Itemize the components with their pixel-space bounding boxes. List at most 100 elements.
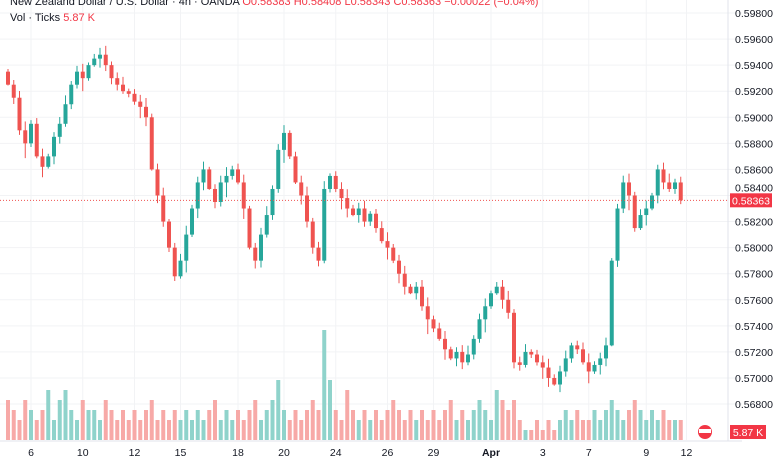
candle-body: [103, 54, 108, 66]
volume-bar: [431, 410, 436, 440]
volume-bar: [259, 420, 263, 440]
volume-bar: [667, 420, 672, 440]
candle-body: [540, 362, 545, 368]
volume-bar: [638, 410, 643, 440]
candle-body: [437, 328, 442, 339]
y-tick-label: 0.57200: [735, 347, 773, 359]
candle-body: [339, 188, 344, 199]
volume-bar: [466, 420, 470, 440]
volume-bar: [328, 380, 332, 440]
candle-body: [420, 286, 424, 307]
volume-bar: [213, 400, 217, 440]
volume-value: 5.87 K: [63, 12, 95, 24]
y-tick-label: 0.58600: [735, 164, 773, 176]
candle-body: [144, 106, 148, 118]
volume-bar: [397, 410, 401, 440]
volume-bar: [391, 400, 396, 440]
candle-body: [167, 221, 171, 248]
x-tick-label: 10: [77, 447, 89, 459]
candle-body: [673, 182, 677, 189]
ohlc-high: H0.58408: [293, 0, 342, 8]
volume-bar: [75, 420, 79, 440]
candle-body: [333, 175, 338, 189]
volume-bar: [425, 420, 430, 440]
candle-body: [402, 273, 407, 287]
volume-bar: [362, 410, 367, 440]
volume-bar: [517, 420, 522, 440]
volume-bar: [552, 430, 557, 440]
candle-body: [552, 377, 557, 385]
candle-body: [368, 213, 373, 222]
volume-bar: [299, 420, 304, 440]
volume-bar: [506, 410, 511, 440]
candle-body: [362, 208, 367, 222]
x-tick-label: 9: [643, 447, 649, 459]
volume-bar: [190, 420, 194, 440]
candle-body: [609, 260, 614, 346]
y-tick-label: 0.57800: [735, 269, 773, 281]
candle-body: [253, 247, 258, 261]
candle-body: [178, 260, 183, 277]
candle-body: [109, 65, 114, 79]
volume-bar: [592, 410, 597, 440]
candle-body: [667, 182, 672, 189]
volume-bar: [385, 410, 390, 440]
volume-bar: [627, 410, 631, 440]
volume-bar: [161, 410, 166, 440]
candle-body: [213, 188, 217, 203]
last-price-label: 0.58363: [732, 195, 770, 207]
volume-bar: [40, 410, 45, 440]
volume-bar: [218, 420, 223, 440]
candle-body: [299, 182, 304, 196]
x-tick-label: 20: [278, 447, 290, 459]
symbol-title: New Zealand Dollar / U.S. Dollar · 4h · …: [10, 0, 240, 8]
candle-body: [282, 132, 286, 150]
volume-bar: [138, 420, 143, 440]
symbol-line: New Zealand Dollar / U.S. Dollar · 4h · …: [10, 0, 538, 10]
y-tick-label: 0.58400: [735, 182, 773, 194]
volume-bar: [184, 410, 189, 440]
volume-bar: [569, 420, 574, 440]
volume-bar: [264, 410, 269, 440]
volume-bar: [63, 390, 68, 440]
candle-body: [46, 156, 51, 167]
volume-bar: [345, 390, 350, 440]
candle-body: [218, 182, 223, 203]
candle-body: [517, 362, 522, 365]
candle-body: [259, 234, 263, 261]
x-tick-label: 12: [681, 447, 693, 459]
volume-bar: [126, 420, 131, 440]
volume-bar: [69, 410, 74, 440]
candle-body: [305, 195, 309, 222]
volume-bar: [287, 420, 292, 440]
x-tick-label: 6: [28, 447, 34, 459]
volume-badge-label: 5.87 K: [733, 427, 763, 439]
candle-body: [80, 71, 85, 79]
candle-body: [632, 195, 637, 229]
volume-bar: [149, 400, 154, 440]
volume-bar: [477, 400, 482, 440]
candle-body: [471, 338, 476, 355]
volume-label: Vol · Ticks: [10, 12, 61, 24]
volume-bar: [512, 400, 516, 440]
x-tick-label: 24: [330, 447, 342, 459]
x-tick-label: 12: [129, 447, 141, 459]
volume-bar: [115, 420, 120, 440]
volume-bar: [276, 380, 281, 440]
volume-bar: [437, 420, 442, 440]
candle-body: [379, 228, 384, 242]
volume-bar: [546, 420, 551, 440]
candle-body: [356, 208, 361, 216]
volume-bar: [293, 410, 298, 440]
candle-body: [431, 319, 436, 329]
volume-bar: [241, 420, 246, 440]
candle-body: [529, 351, 534, 355]
candle-body: [247, 208, 252, 248]
volume-bar: [132, 410, 137, 440]
volume-bar: [420, 410, 424, 440]
x-tick-label: 26: [382, 447, 394, 459]
candle-body: [638, 215, 643, 229]
candle-body: [414, 286, 419, 294]
